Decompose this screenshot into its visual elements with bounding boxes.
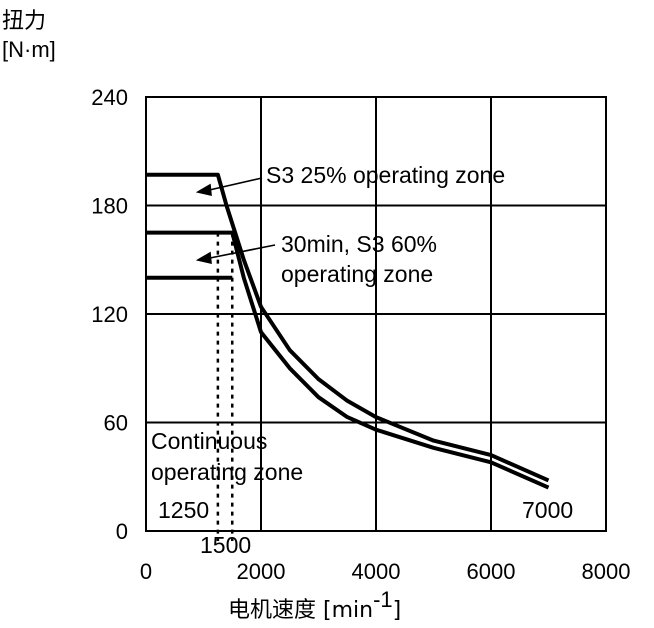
series-line [146, 230, 550, 490]
series-lines [146, 172, 550, 490]
series-line [146, 172, 550, 483]
y-tick-labels: 0 60 120 180 240 [91, 85, 128, 544]
label-1500: 1500 [200, 532, 251, 558]
label-1250: 1250 [158, 497, 209, 523]
x-axis-title-sup: -1 [373, 587, 393, 612]
label-continuous-line1: Continuous [151, 428, 267, 454]
x-tick-label: 6000 [467, 559, 516, 584]
x-axis-title-end: ] [393, 598, 402, 623]
x-tick-label: 8000 [582, 559, 631, 584]
x-tick-label: 2000 [237, 559, 286, 584]
label-s3-25: S3 25% operating zone [266, 162, 505, 188]
x-axis-title-main: 电机速度 [min [228, 598, 373, 623]
label-s3-60-line1: 30min, S3 60% [281, 231, 437, 257]
y-tick-label: 120 [91, 302, 128, 327]
y-tick-label: 60 [104, 411, 128, 436]
arrow-s3-60 [204, 244, 276, 260]
speed-markers [216, 232, 234, 541]
arrow-head-s3-25 [195, 183, 212, 197]
x-axis-title: 电机速度 [min-1] [228, 587, 401, 623]
label-continuous-line2: operating zone [151, 459, 303, 485]
x-tick-labels: 0 2000 4000 6000 8000 [140, 559, 631, 584]
y-axis-unit: [N·m] [2, 37, 56, 62]
annotation-arrows [195, 177, 276, 265]
arrow-s3-25 [204, 177, 263, 192]
x-tick-label: 0 [140, 559, 152, 584]
plot-frame [145, 96, 607, 532]
y-tick-label: 180 [91, 194, 128, 219]
arrow-head-s3-60 [195, 251, 212, 265]
label-7000: 7000 [522, 497, 573, 523]
y-axis-title: 扭力 [2, 9, 46, 34]
label-s3-60-line2: operating zone [281, 261, 433, 287]
x-tick-label: 4000 [352, 559, 401, 584]
y-tick-label: 240 [91, 85, 128, 110]
y-tick-label: 0 [116, 519, 128, 544]
